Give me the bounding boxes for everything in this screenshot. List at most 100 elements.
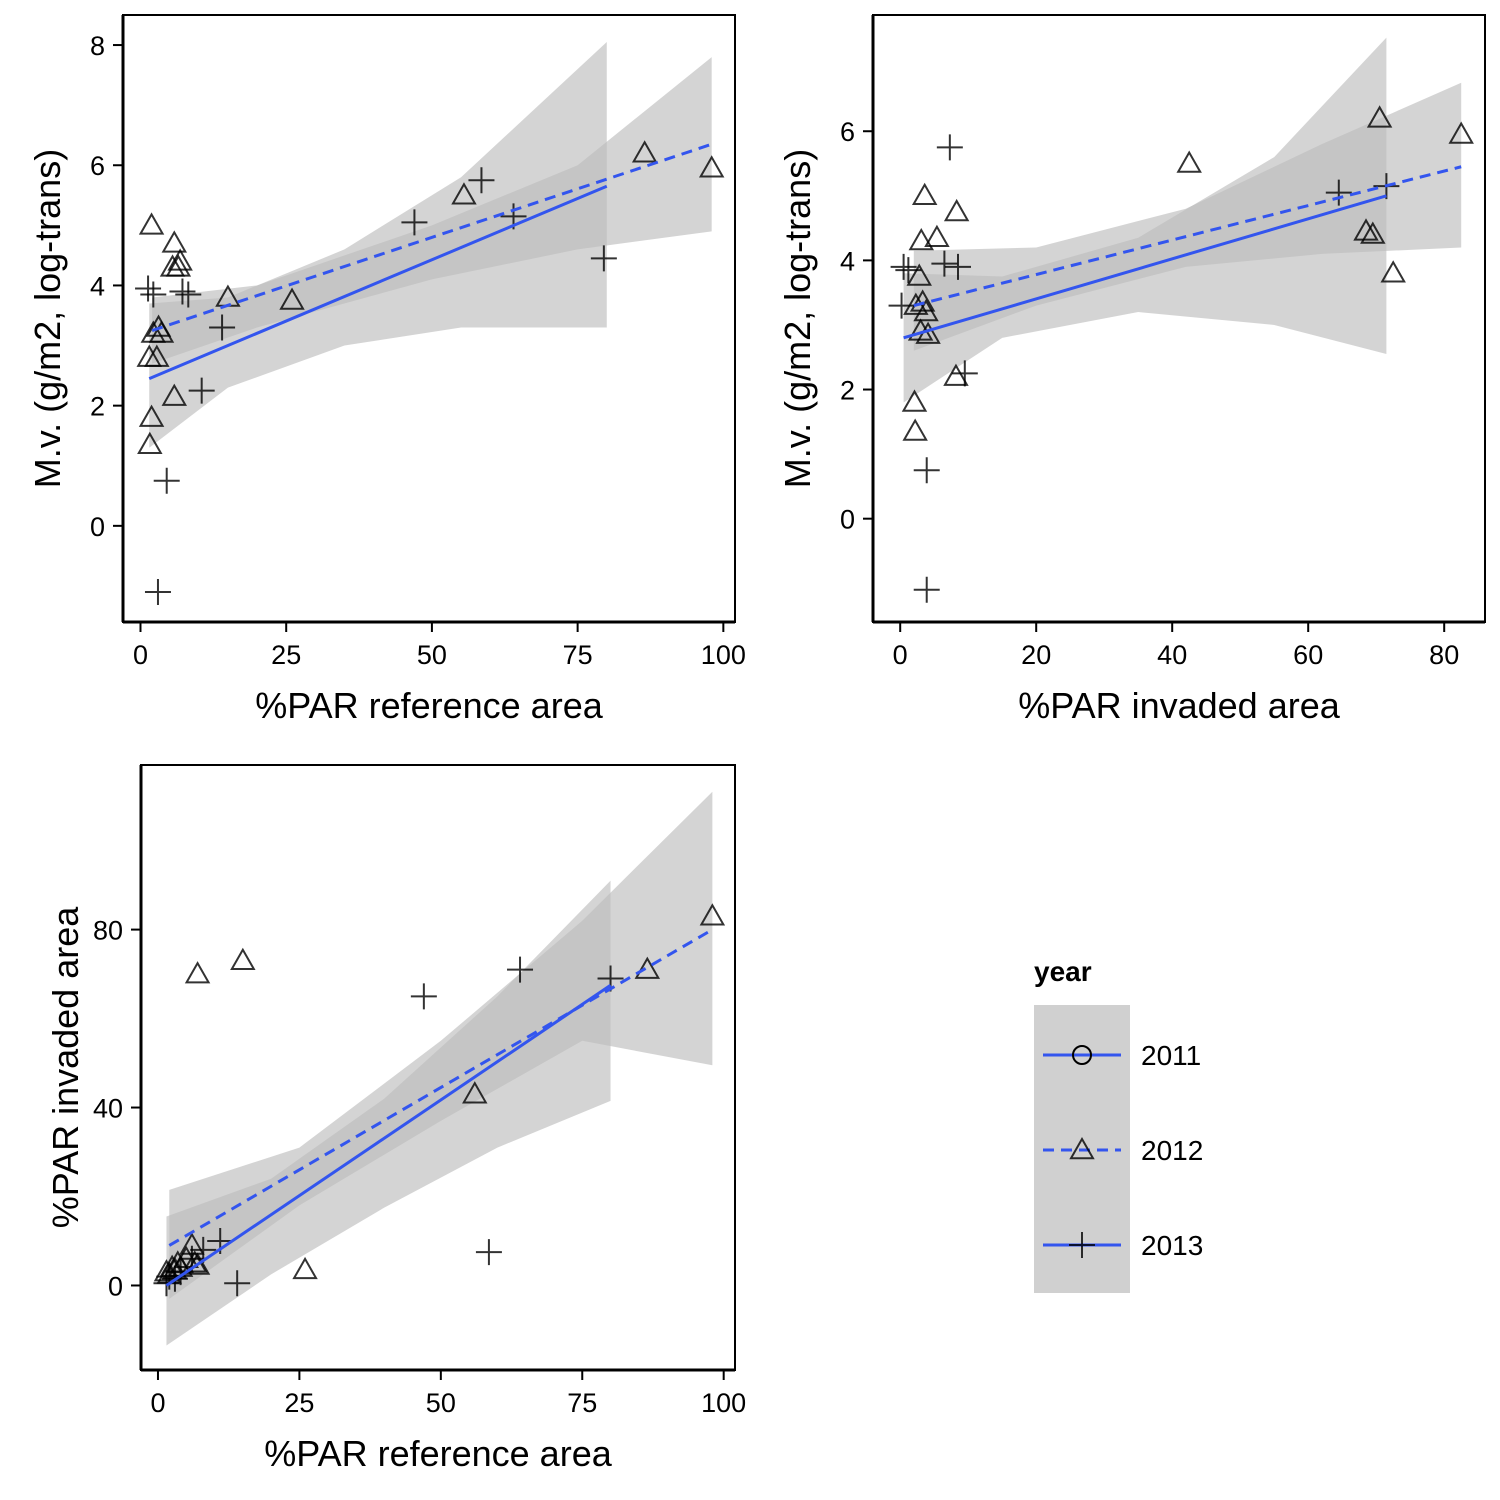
point-2012	[1353, 218, 1379, 241]
point-2012	[230, 947, 256, 970]
y-tick-label: 6	[90, 151, 105, 181]
point-2013	[945, 253, 971, 280]
fit-line-2013	[148, 184, 608, 380]
legend-title: year	[1034, 956, 1092, 987]
point-2012	[292, 1256, 318, 1280]
point-2012	[137, 431, 163, 454]
point-2013	[888, 292, 915, 319]
y-axis-title: %PAR invaded area	[45, 906, 86, 1229]
point-2013	[468, 167, 495, 194]
y-tick-label: 2	[90, 392, 105, 422]
panel-mv-vs-par-reference: 0 25 50 75 100 0 2 4 6 8 %PAR reference area M.v. (…	[27, 14, 746, 726]
legend: year 2011 2012 2013	[1034, 956, 1203, 1293]
x-tick-label: 60	[1293, 640, 1323, 670]
point-2013	[135, 275, 162, 302]
point-2012	[138, 404, 165, 427]
x-tick-label: 20	[1021, 640, 1051, 670]
point-2012	[138, 212, 165, 235]
point-2013	[1325, 179, 1352, 206]
point-2013	[175, 281, 202, 308]
legend-label: 2012	[1141, 1135, 1203, 1166]
fit-line-2012	[913, 165, 1462, 308]
x-axis-title: %PAR reference area	[255, 685, 603, 726]
fit-line-2012	[151, 142, 713, 332]
point-2013	[209, 314, 236, 341]
x-axis-title: %PAR invaded area	[1018, 685, 1341, 726]
x-tick-label: 50	[426, 1388, 456, 1418]
point-2013	[951, 360, 978, 387]
point-2012	[1448, 121, 1474, 144]
legend-marker-triangle	[1069, 1136, 1095, 1160]
x-tick-label: 25	[271, 640, 301, 670]
point-2012	[902, 418, 928, 441]
y-tick-label: 4	[90, 271, 105, 301]
x-tick-label: 0	[133, 640, 148, 670]
point-2012	[165, 254, 192, 277]
y-tick-label: 40	[93, 1094, 123, 1124]
y-axis-title: M.v. (g/m2, log-trans)	[27, 149, 68, 488]
y-tick-label: 0	[90, 512, 105, 542]
fit-line-2013	[903, 194, 1387, 340]
point-2012	[144, 344, 170, 367]
point-2012	[462, 1081, 488, 1104]
fit-line-2013	[165, 983, 612, 1287]
fit-line-2012	[168, 928, 714, 1247]
y-tick-label: 0	[840, 505, 855, 535]
point-2013	[140, 281, 167, 308]
point-2013	[475, 1239, 502, 1266]
point-2012	[279, 287, 305, 310]
legend-label: 2013	[1141, 1230, 1203, 1261]
x-tick-label: 40	[1157, 640, 1187, 670]
point-2013	[188, 377, 215, 404]
point-2013	[190, 1236, 217, 1263]
y-tick-label: 80	[93, 916, 123, 946]
point-2012	[1176, 150, 1202, 173]
x-tick-label: 100	[701, 640, 746, 670]
point-2012	[634, 956, 661, 979]
legend-item-2013: 2013	[1043, 1230, 1203, 1261]
x-tick-label: 0	[150, 1388, 165, 1418]
legend-marker-circle	[1072, 1045, 1092, 1065]
point-2012	[631, 140, 658, 163]
point-2012	[943, 363, 969, 386]
legend-item-2011: 2011	[1043, 1040, 1201, 1071]
point-2012	[909, 289, 936, 312]
point-2013	[224, 1270, 251, 1297]
point-2013	[169, 278, 196, 305]
point-2013	[167, 1259, 194, 1286]
point-2012	[901, 389, 928, 412]
point-2012	[1366, 105, 1393, 128]
point-2013	[410, 983, 437, 1010]
point-2013	[153, 467, 180, 494]
x-tick-label: 25	[284, 1388, 314, 1418]
point-2012	[1380, 260, 1406, 283]
y-axis-title: M.v. (g/m2, log-trans)	[777, 149, 818, 488]
confidence-ribbon-2013	[903, 37, 1387, 403]
x-tick-label: 50	[417, 640, 447, 670]
confidence-ribbon-2013	[166, 880, 611, 1346]
point-2012	[698, 155, 725, 178]
point-2012	[184, 961, 211, 984]
point-2013	[913, 576, 940, 603]
point-2012	[161, 383, 188, 406]
x-tick-label: 80	[1429, 640, 1459, 670]
x-tick-label: 0	[893, 640, 908, 670]
y-tick-label: 4	[840, 246, 855, 276]
point-2013	[895, 257, 922, 284]
point-2013	[936, 134, 963, 161]
panel-invaded-vs-reference: 0 25 50 75 100 0 40 80 %PAR reference area %PAR i…	[45, 764, 746, 1474]
x-tick-label: 75	[567, 1388, 597, 1418]
panel-mv-vs-par-invaded: 0 20 40 60 80 0 2 4 6 %PAR invaded area M.v. (g/m2…	[777, 14, 1486, 726]
point-2013	[590, 245, 617, 272]
legend-label: 2011	[1141, 1040, 1201, 1071]
x-tick-label: 100	[701, 1388, 746, 1418]
legend-item-2012: 2012	[1043, 1135, 1203, 1166]
point-2012	[911, 182, 938, 206]
point-2012	[908, 227, 935, 251]
point-2013	[890, 253, 917, 280]
y-tick-label: 8	[90, 31, 105, 61]
x-axis-title: %PAR reference area	[264, 1433, 612, 1474]
legend-marker-plus	[1069, 1232, 1095, 1258]
point-2012	[1360, 221, 1386, 244]
